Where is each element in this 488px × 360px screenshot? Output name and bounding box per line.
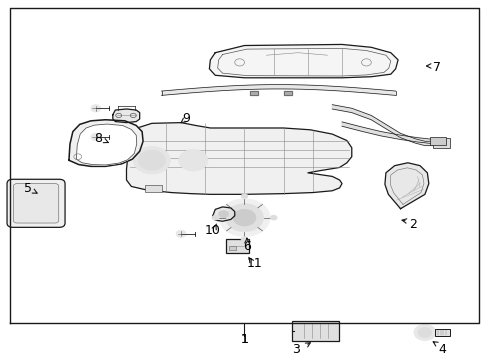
Polygon shape <box>331 105 434 145</box>
Text: 8: 8 <box>94 132 102 145</box>
Text: 9: 9 <box>182 112 189 125</box>
Text: 1: 1 <box>240 333 248 346</box>
Polygon shape <box>161 85 395 95</box>
Polygon shape <box>341 122 430 143</box>
Polygon shape <box>113 109 140 123</box>
FancyBboxPatch shape <box>432 138 449 148</box>
Circle shape <box>233 209 255 226</box>
Circle shape <box>413 324 435 340</box>
Circle shape <box>417 327 431 337</box>
Text: 10: 10 <box>204 224 220 238</box>
Text: 4: 4 <box>437 343 445 356</box>
FancyBboxPatch shape <box>434 329 449 336</box>
Bar <box>284 91 292 95</box>
Circle shape <box>176 230 185 237</box>
FancyBboxPatch shape <box>7 179 65 227</box>
Circle shape <box>218 211 228 218</box>
FancyBboxPatch shape <box>225 239 249 253</box>
Circle shape <box>241 194 247 199</box>
FancyBboxPatch shape <box>145 185 161 192</box>
Text: 5: 5 <box>23 183 31 195</box>
Circle shape <box>178 149 207 171</box>
Text: 7: 7 <box>432 60 440 73</box>
Text: 11: 11 <box>246 257 262 270</box>
Circle shape <box>91 105 101 112</box>
FancyBboxPatch shape <box>291 321 338 341</box>
Polygon shape <box>76 124 137 165</box>
Circle shape <box>138 150 165 170</box>
Circle shape <box>241 237 247 242</box>
Circle shape <box>133 147 170 174</box>
FancyBboxPatch shape <box>13 184 59 223</box>
Circle shape <box>270 215 277 220</box>
Text: 6: 6 <box>243 240 250 253</box>
Polygon shape <box>209 44 397 78</box>
Text: 2: 2 <box>408 218 416 231</box>
Polygon shape <box>126 123 351 194</box>
Polygon shape <box>69 120 143 166</box>
Circle shape <box>211 215 218 220</box>
Text: 3: 3 <box>291 343 299 356</box>
Circle shape <box>91 134 101 140</box>
Polygon shape <box>212 207 234 221</box>
FancyBboxPatch shape <box>429 137 446 145</box>
Polygon shape <box>384 163 428 209</box>
Circle shape <box>219 199 269 236</box>
FancyBboxPatch shape <box>229 246 236 250</box>
Text: 1: 1 <box>240 333 248 346</box>
Bar <box>250 91 258 95</box>
Circle shape <box>225 204 263 231</box>
